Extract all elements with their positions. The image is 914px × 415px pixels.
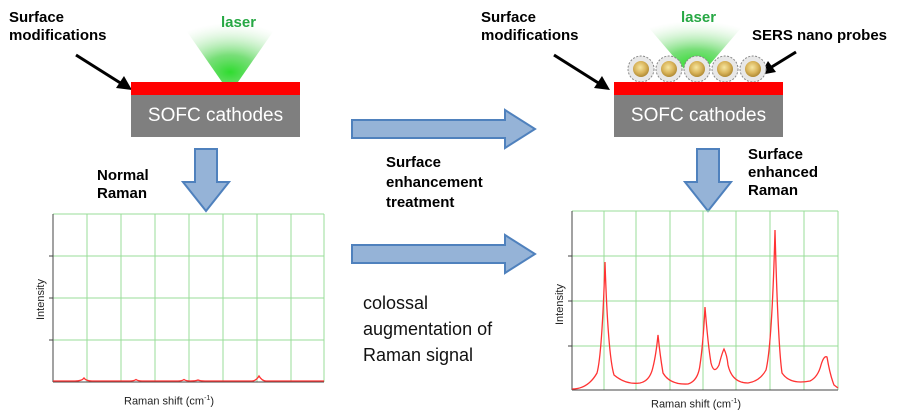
right-down-arrow-icon xyxy=(683,148,733,213)
left-cathode-label: SOFC cathodes xyxy=(147,105,284,126)
left-pointer-arrow-icon xyxy=(75,53,132,90)
nano-probe-icon xyxy=(739,55,767,83)
nano-probes-row xyxy=(627,55,767,83)
sers-probes-label: SERS nano probes xyxy=(752,27,888,44)
left-raman-label: Normal Raman xyxy=(97,167,149,202)
right-plot-grid xyxy=(572,210,839,390)
right-cathode-label: SOFC cathodes xyxy=(630,105,767,126)
right-pointer-arrow-icon xyxy=(553,53,610,90)
right-surface-layer xyxy=(614,82,783,95)
right-laser-label: laser xyxy=(681,9,717,26)
nano-probe-icon xyxy=(683,55,711,83)
nano-probe-icon xyxy=(627,55,655,83)
right-cathode-block: SOFC cathodes xyxy=(614,95,783,137)
nano-probe-icon xyxy=(655,55,683,83)
right-plot-axes xyxy=(568,211,838,391)
left-plot-xlabel: Raman shift (cm-1) xyxy=(124,395,214,408)
right-plot-ylabel: Intensity xyxy=(554,284,566,325)
augmentation-label: colossal augmentation of Raman signal xyxy=(363,293,493,365)
right-laser-beam-icon xyxy=(625,0,765,70)
right-raman-label: Surface enhanced Raman xyxy=(748,146,819,199)
right-plot-xlabel: Raman shift (cm-1) xyxy=(651,398,741,411)
left-cathode-block: SOFC cathodes xyxy=(131,95,300,137)
left-plot-axes xyxy=(49,214,324,383)
left-raman-plot: Intensity xyxy=(35,213,325,383)
left-plot-ylabel: Intensity xyxy=(35,279,47,320)
left-surface-layer xyxy=(131,82,300,95)
treatment-label: Surface enhancement treatment xyxy=(386,154,483,211)
left-laser-beam-icon xyxy=(165,0,295,82)
left-plot-grid xyxy=(53,213,325,382)
bottom-right-arrow-icon xyxy=(351,233,537,275)
left-spectrum-line xyxy=(53,374,324,382)
right-surface-label: Surface modifications xyxy=(481,9,579,44)
left-laser-label: laser xyxy=(221,14,257,31)
nano-probe-icon xyxy=(711,55,739,83)
right-spectrum-line xyxy=(571,229,839,390)
left-surface-label: Surface modifications xyxy=(9,9,107,44)
left-down-arrow-icon xyxy=(181,148,231,213)
right-raman-plot: Intensity xyxy=(554,210,839,391)
top-right-arrow-icon xyxy=(351,108,537,150)
